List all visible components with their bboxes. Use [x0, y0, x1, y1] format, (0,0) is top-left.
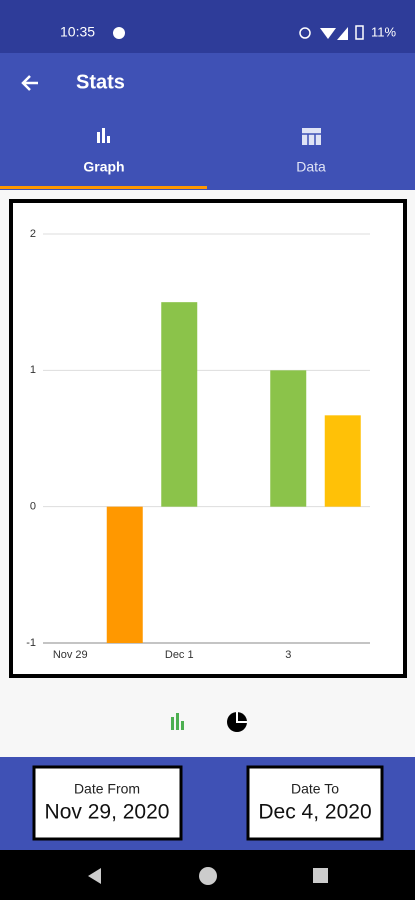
tab-icon [97, 132, 100, 143]
date-box [32, 765, 183, 841]
date-to-button[interactable]: Date To Dec 4, 2020 [246, 765, 384, 841]
graph-tab[interactable]: Graph [83, 128, 125, 175]
battery-icon [355, 25, 364, 40]
tab-label: Data [296, 159, 326, 175]
bar-chart-button[interactable] [171, 713, 184, 730]
y-tick-label: 1 [30, 364, 36, 376]
tab-icon [107, 136, 110, 143]
nav-home[interactable] [199, 867, 217, 885]
app-bar [0, 53, 415, 190]
status-bar [0, 0, 415, 53]
data-tab[interactable]: Data [296, 128, 326, 175]
back-button[interactable] [21, 75, 38, 91]
icon [171, 717, 174, 730]
date-value: Dec 4, 2020 [258, 801, 371, 824]
date-value: Nov 29, 2020 [45, 801, 170, 824]
tab-label: Graph [83, 159, 124, 175]
icon [236, 712, 247, 723]
bar [324, 415, 361, 507]
x-tick-label: Dec 1 [165, 649, 194, 661]
y-tick-label: -1 [26, 637, 36, 649]
alarm-icon [299, 27, 311, 39]
date-from-button[interactable]: Date From Nov 29, 2020 [32, 765, 183, 841]
tab-icon [102, 128, 105, 143]
bar [161, 302, 198, 507]
tab-icon [302, 133, 321, 145]
tab-icon [302, 128, 321, 145]
bar [106, 506, 143, 643]
chart: -1 0 1 2 Nov 29 Dec 1 3 [26, 228, 370, 661]
icon [181, 721, 184, 730]
status-icon [113, 27, 125, 39]
app-title: Stats [76, 71, 125, 93]
y-tick-label: 0 [30, 501, 36, 513]
icon [176, 713, 179, 730]
status-time: 10:35 [60, 24, 95, 40]
date-label: Date To [291, 781, 339, 797]
date-box [246, 765, 384, 841]
date-label: Date From [74, 781, 140, 797]
nav-recents[interactable] [313, 868, 328, 883]
signal-icon [337, 27, 348, 40]
wifi-icon [320, 28, 336, 39]
x-tick-label: 3 [285, 649, 291, 661]
nav-back[interactable] [88, 868, 101, 884]
tab-indicator [0, 186, 207, 189]
pie-chart-button[interactable] [227, 712, 247, 732]
x-tick-label: Nov 29 [53, 649, 88, 661]
bar [270, 370, 307, 507]
status-battery: 11% [371, 24, 396, 39]
y-tick-label: 2 [30, 228, 36, 240]
